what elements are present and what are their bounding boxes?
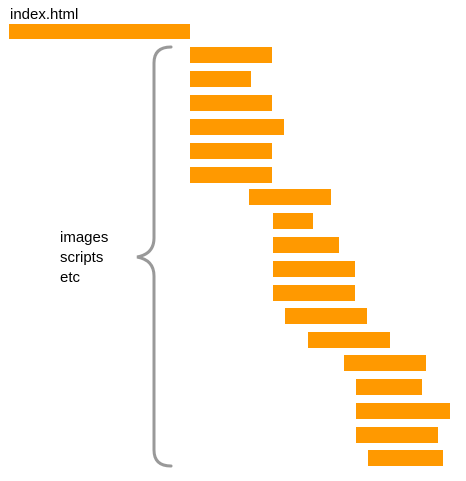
- resource-bars: [190, 47, 450, 466]
- resource-bar: [368, 450, 443, 466]
- resource-bar: [190, 47, 272, 63]
- resource-bar: [273, 237, 339, 253]
- resource-bar: [356, 403, 450, 419]
- index-html-label: index.html: [10, 6, 79, 23]
- resource-bar: [190, 119, 284, 135]
- index-html-bar: [9, 24, 190, 39]
- group-note-line: scripts: [60, 249, 104, 266]
- curly-brace: [136, 45, 173, 468]
- resource-bar: [273, 285, 355, 301]
- resource-bar: [285, 308, 367, 324]
- resource-bar: [273, 213, 313, 229]
- resource-bar: [344, 355, 426, 371]
- group-note: images scripts etc: [60, 228, 108, 288]
- resource-bar: [273, 261, 355, 277]
- resource-bar: [190, 167, 272, 183]
- group-note-line: etc: [60, 269, 81, 286]
- resource-bar: [356, 427, 438, 443]
- resource-bar: [190, 95, 272, 111]
- group-note-line: images: [60, 229, 109, 246]
- resource-bar: [190, 143, 272, 159]
- resource-bar: [249, 189, 331, 205]
- resource-bar: [190, 71, 251, 87]
- resource-bar: [308, 332, 390, 348]
- resource-bar: [356, 379, 422, 395]
